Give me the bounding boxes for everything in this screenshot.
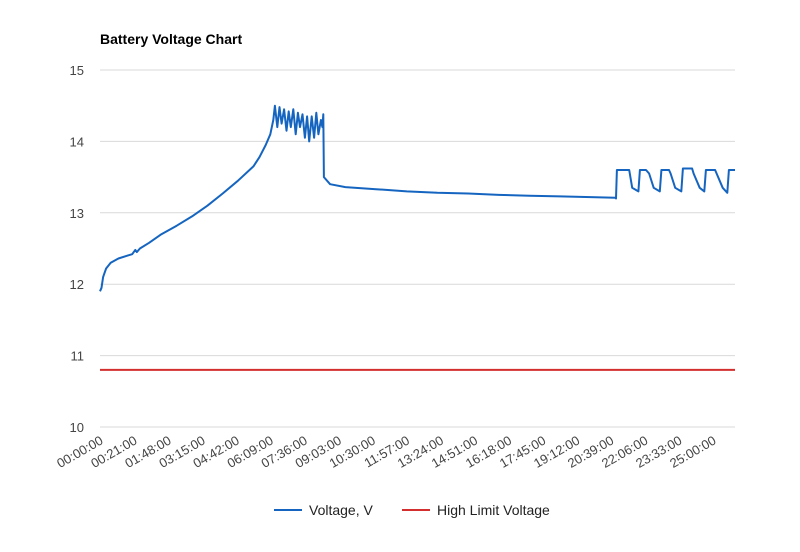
- y-tick-label: 13: [70, 206, 84, 221]
- legend-item: Voltage, V: [274, 502, 373, 518]
- x-axis-ticks: 00:00:0000:21:0001:48:0003:15:0004:42:00…: [54, 433, 718, 471]
- legend: Voltage, V High Limit Voltage: [274, 502, 550, 518]
- gridlines: [100, 69, 735, 428]
- legend-label: High Limit Voltage: [437, 502, 550, 518]
- y-tick-label: 14: [70, 134, 84, 149]
- legend-item: High Limit Voltage: [402, 502, 550, 518]
- y-tick-label: 15: [70, 63, 84, 78]
- series-lines: [99, 104, 735, 371]
- series-line-0: [99, 104, 735, 292]
- legend-label: Voltage, V: [309, 502, 373, 518]
- y-axis-ticks: 10 11 12 13 14 15: [70, 63, 84, 435]
- y-tick-label: 10: [70, 420, 84, 435]
- y-tick-label: 12: [70, 277, 84, 292]
- y-tick-label: 11: [71, 349, 85, 364]
- chart-title: Battery Voltage Chart: [100, 31, 242, 47]
